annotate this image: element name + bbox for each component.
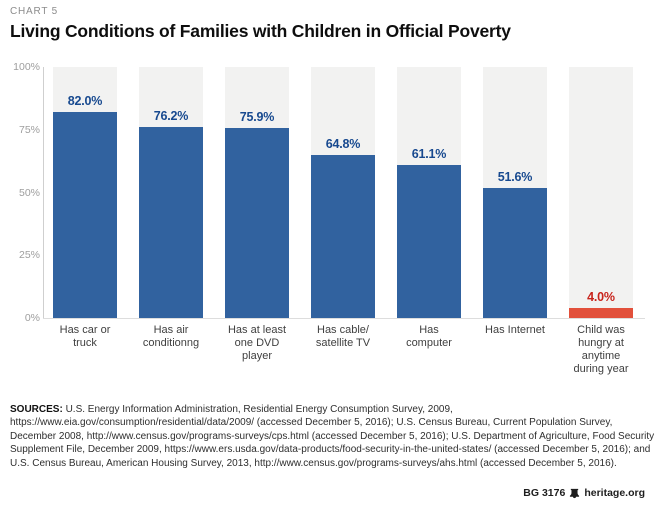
page-title: Living Conditions of Families with Child… [10, 21, 511, 41]
bar-value-label: 51.6% [497, 170, 533, 185]
bar-column: 75.9% Has at least one DVD player [225, 67, 289, 362]
heritage-bell-icon [569, 488, 580, 499]
bar-column: 4.0% Child was hungry at anytime during y… [569, 67, 633, 375]
bar [397, 164, 461, 318]
bar-category-label: Has air conditionng [142, 324, 200, 349]
bar [53, 112, 117, 318]
bar-category-label: Has Internet [485, 324, 545, 336]
x-axis-baseline [43, 318, 645, 319]
y-axis-tick-label: 100% [13, 61, 40, 73]
bar-value-label: 64.8% [325, 137, 361, 152]
bar-column: 82.0% Has car or truck [53, 67, 117, 349]
bar-value-label: 76.2% [153, 108, 189, 123]
y-axis-tick-label: 75% [18, 123, 40, 136]
bar-category-label: Has cable/ satellite TV [315, 324, 371, 349]
sources-note: SOURCES: U.S. Energy Information Adminis… [10, 403, 655, 470]
plot-area: 82.0% Has car or truck 76.2% Has air condit… [53, 67, 633, 375]
bar-value-label: 75.9% [239, 109, 275, 124]
bar-value-label: 61.1% [411, 146, 447, 161]
y-axis-tick-label: 25% [18, 249, 40, 262]
sources-label: SOURCES: [10, 404, 63, 415]
bar-track [569, 67, 633, 318]
bar-value-label: 82.0% [67, 94, 103, 109]
bar [225, 127, 289, 318]
bar [139, 126, 203, 318]
site-link: heritage.org [584, 487, 645, 499]
bar [569, 307, 633, 318]
bar [311, 155, 375, 318]
bar-column: 76.2% Has air conditionng [139, 67, 203, 349]
bar-category-label: Child was hungry at anytime during year [573, 324, 629, 375]
bar-column: 64.8% Has cable/ satellite TV [311, 67, 375, 349]
bar-category-label: Has at least one DVD player [227, 324, 287, 362]
bar-value-label: 4.0% [587, 289, 615, 304]
bar [483, 188, 547, 318]
report-id: BG 3176 [523, 487, 566, 499]
footer: BG 3176 heritage.org [523, 487, 645, 499]
bar-chart: 100% 75% 50% 25% 0% 82.0% Has car or truck 76.… [10, 61, 652, 394]
bar-column: 61.1% Has computer [397, 67, 461, 349]
y-axis-tick-label: 50% [18, 186, 40, 199]
bar-column: 51.6% Has Internet [483, 67, 547, 336]
chart-kicker: CHART 5 [10, 6, 59, 17]
sources-text: U.S. Energy Information Administration, … [10, 404, 655, 469]
y-axis-tick-label: 0% [24, 312, 40, 324]
y-axis-line [43, 67, 44, 318]
bar-category-label: Has car or truck [59, 324, 111, 349]
bar-category-label: Has computer [406, 324, 452, 349]
